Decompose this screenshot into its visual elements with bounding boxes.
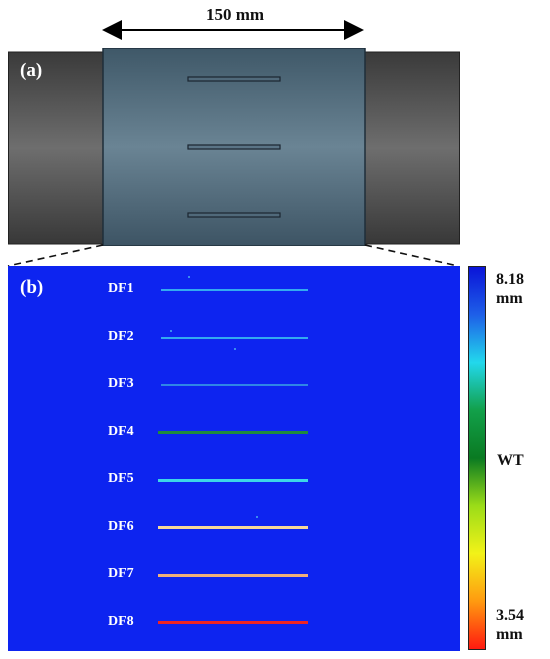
defect-line bbox=[161, 384, 308, 386]
speckle bbox=[188, 276, 190, 278]
colorbar-mid-label: WT bbox=[497, 452, 524, 469]
speckle bbox=[170, 330, 172, 332]
defect-label: DF3 bbox=[108, 376, 134, 391]
defect-line bbox=[158, 621, 308, 624]
defect-label: DF2 bbox=[108, 328, 134, 344]
defect-line bbox=[161, 336, 308, 339]
defect-label: DF8 bbox=[108, 613, 134, 629]
defect-slot-bottom bbox=[187, 212, 281, 218]
defect-slot-middle bbox=[187, 144, 281, 150]
colorbar-max-unit: mm bbox=[496, 290, 523, 307]
defect-label: DF4 bbox=[108, 423, 134, 439]
panel-b-label: (b) bbox=[20, 277, 44, 298]
colorbar-min-value: 3.54 bbox=[496, 607, 524, 624]
defect-line bbox=[158, 478, 308, 482]
colorbar-min-unit: mm bbox=[496, 626, 523, 643]
defect-line bbox=[161, 289, 308, 291]
zoom-lines bbox=[7, 244, 459, 267]
dimension-annotation: 150 mm bbox=[0, 0, 550, 40]
speckle bbox=[256, 516, 258, 518]
colorbar-max-value: 8.18 bbox=[496, 271, 524, 288]
defect-label: DF6 bbox=[108, 518, 134, 534]
speckle bbox=[234, 348, 236, 350]
defect-label: DF7 bbox=[108, 566, 134, 581]
colorbar bbox=[468, 266, 486, 650]
thickness-map: (b) DF1 DF2 DF3 DF4 DF5 DF6 DF7 DF8 bbox=[8, 266, 460, 651]
defect-line bbox=[158, 526, 308, 529]
defect-slot-top bbox=[187, 76, 281, 82]
defect-label: DF1 bbox=[108, 281, 134, 296]
panel-a: (a) bbox=[8, 48, 460, 246]
defect-line bbox=[158, 431, 308, 434]
defect-line bbox=[158, 573, 308, 577]
panel-a-label: (a) bbox=[20, 60, 43, 81]
dimension-label: 150 mm bbox=[205, 5, 265, 24]
defect-label: DF5 bbox=[108, 471, 134, 486]
